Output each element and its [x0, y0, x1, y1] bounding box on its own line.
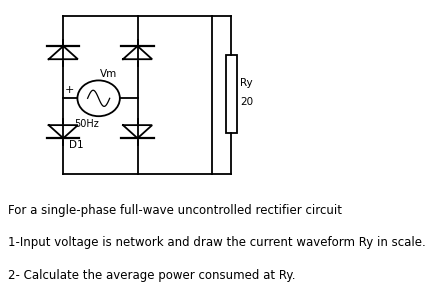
Text: 50Hz: 50Hz	[74, 119, 99, 129]
Text: Ry: Ry	[240, 78, 253, 88]
Text: Vm: Vm	[100, 69, 117, 79]
Text: 1-Input voltage is network and draw the current waveform Ry in scale.: 1-Input voltage is network and draw the …	[8, 237, 426, 250]
Text: D1: D1	[69, 140, 83, 150]
Text: 2- Calculate the average power consumed at Ry.: 2- Calculate the average power consumed …	[8, 269, 296, 282]
Text: +: +	[65, 85, 74, 95]
Text: 20: 20	[240, 97, 253, 107]
Text: For a single-phase full-wave uncontrolled rectifier circuit: For a single-phase full-wave uncontrolle…	[8, 204, 342, 217]
